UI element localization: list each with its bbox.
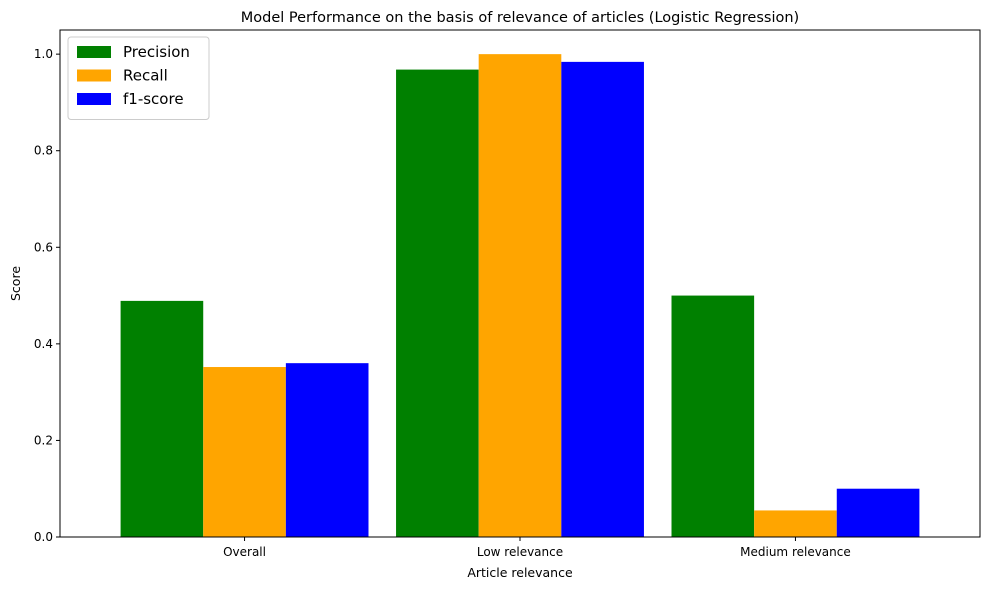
legend-label: f1-score [123,90,184,108]
y-tick-label: 1.0 [34,47,53,61]
legend-swatch [77,46,111,58]
y-tick-label: 0.4 [34,337,53,351]
legend-swatch [77,93,111,105]
y-tick-label: 0.8 [34,144,53,158]
chart-title: Model Performance on the basis of releva… [241,10,799,26]
bar-recall-0 [203,367,286,537]
legend-label: Precision [123,43,190,61]
y-axis: 0.0 0.2 0.4 0.6 0.8 1.0 [34,47,60,544]
legend-label: Recall [123,67,168,85]
x-tick-label: Low relevance [477,545,563,559]
bar-recall-1 [478,54,562,537]
legend: Precision Recall f1-score [67,36,210,120]
bars-layer [120,54,920,538]
bar-precision-2 [671,295,755,537]
x-tick-label: Overall [223,545,266,559]
y-axis-label: Score [8,266,23,301]
bar-f1-score-1 [561,61,644,538]
bar-f1-score-0 [285,363,369,537]
bar-f1-score-2 [836,488,920,537]
x-axis: Overall Low relevance Medium relevance [223,537,851,559]
y-tick-label: 0.6 [34,240,53,254]
legend-swatch [77,69,111,82]
bar-precision-0 [120,300,204,537]
bar-precision-1 [396,69,479,537]
y-tick-label: 0.0 [34,530,53,544]
bar-recall-2 [754,510,837,537]
x-tick-label: Medium relevance [740,545,851,559]
y-tick-label: 0.2 [34,433,53,447]
x-axis-label: Article relevance [467,565,573,580]
